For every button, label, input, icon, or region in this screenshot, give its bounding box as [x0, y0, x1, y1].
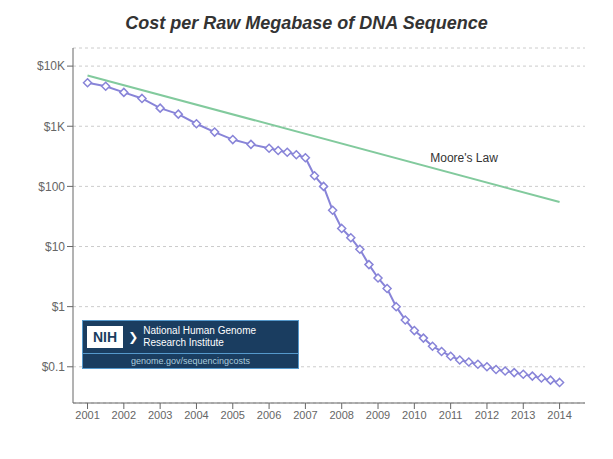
svg-text:2003: 2003	[148, 409, 172, 421]
svg-text:2007: 2007	[293, 409, 317, 421]
svg-text:2014: 2014	[547, 409, 571, 421]
svg-text:2008: 2008	[329, 409, 353, 421]
svg-text:$1K: $1K	[44, 120, 65, 134]
html-text:genome.gov/sequencingcosts: genome.gov/sequencingcosts	[131, 356, 250, 366]
svg-text:2009: 2009	[366, 409, 390, 421]
html-text:NIH: NIH	[93, 329, 118, 345]
svg-text:2011: 2011	[439, 409, 463, 421]
svg-text:$100: $100	[38, 180, 65, 194]
svg-text:$1: $1	[52, 300, 66, 314]
svg-text:$0.1: $0.1	[42, 360, 66, 374]
svg-text:2006: 2006	[257, 409, 281, 421]
svg-text:$10: $10	[45, 240, 65, 254]
svg-text:2004: 2004	[184, 409, 208, 421]
html-text:Cost per Raw Megabase of DNA S: Cost per Raw Megabase of DNA Sequence	[125, 13, 488, 33]
svg-text:2002: 2002	[112, 409, 136, 421]
svg-text:2005: 2005	[221, 409, 245, 421]
svg-text:Moore's Law: Moore's Law	[430, 151, 498, 165]
html-text:❯ National Human Genome Resear: ❯ National Human Genome Research Institu…	[128, 325, 256, 348]
svg-text:2010: 2010	[402, 409, 426, 421]
svg-text:2001: 2001	[75, 409, 99, 421]
svg-text:2013: 2013	[511, 409, 535, 421]
svg-text:$10K: $10K	[37, 59, 65, 73]
svg-text:2012: 2012	[475, 409, 499, 421]
